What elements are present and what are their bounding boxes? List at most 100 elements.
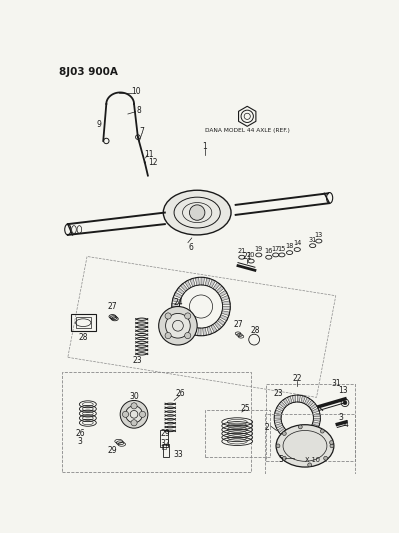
Text: 19: 19	[255, 246, 263, 252]
Polygon shape	[221, 295, 229, 301]
Polygon shape	[301, 395, 305, 403]
Text: 25: 25	[241, 403, 251, 413]
Polygon shape	[304, 397, 310, 405]
Polygon shape	[207, 326, 212, 335]
Polygon shape	[175, 316, 183, 323]
Polygon shape	[211, 325, 217, 333]
Polygon shape	[214, 322, 222, 329]
Circle shape	[185, 313, 191, 319]
Polygon shape	[187, 325, 193, 334]
Text: 3: 3	[78, 437, 83, 446]
Polygon shape	[205, 278, 210, 286]
Polygon shape	[220, 315, 228, 321]
Polygon shape	[280, 430, 287, 436]
Text: 26: 26	[75, 429, 85, 438]
Text: 21: 21	[238, 248, 246, 254]
Polygon shape	[201, 277, 204, 285]
Polygon shape	[283, 398, 289, 406]
Text: 28: 28	[250, 326, 260, 335]
Polygon shape	[306, 431, 312, 438]
Text: X 10: X 10	[305, 457, 320, 463]
Circle shape	[165, 313, 171, 319]
Text: 24: 24	[173, 298, 183, 307]
Polygon shape	[172, 297, 180, 302]
Polygon shape	[217, 319, 225, 326]
Polygon shape	[312, 408, 319, 413]
Text: 13: 13	[315, 232, 323, 238]
Polygon shape	[182, 323, 189, 331]
Polygon shape	[299, 434, 302, 441]
Text: 16: 16	[265, 248, 273, 254]
Polygon shape	[308, 428, 315, 435]
Circle shape	[122, 411, 128, 417]
Text: 5: 5	[278, 455, 283, 464]
Circle shape	[320, 429, 324, 433]
Polygon shape	[222, 301, 230, 305]
Polygon shape	[216, 286, 224, 293]
Bar	[267, 384, 355, 461]
Text: 3: 3	[338, 413, 343, 422]
Polygon shape	[174, 292, 182, 298]
Circle shape	[131, 419, 137, 426]
Circle shape	[139, 411, 146, 417]
Text: 31: 31	[308, 237, 317, 243]
Circle shape	[308, 463, 312, 467]
Text: 27: 27	[233, 320, 243, 329]
Text: 13: 13	[339, 386, 348, 395]
Polygon shape	[275, 410, 282, 415]
Polygon shape	[192, 327, 197, 335]
Circle shape	[330, 441, 334, 445]
Polygon shape	[190, 278, 195, 287]
Text: 21: 21	[243, 252, 252, 261]
Text: 6: 6	[189, 243, 194, 252]
Text: 8: 8	[136, 107, 141, 116]
Bar	[265, 414, 355, 482]
Polygon shape	[297, 395, 300, 402]
Text: 28: 28	[79, 333, 88, 342]
Polygon shape	[279, 401, 286, 408]
Polygon shape	[292, 395, 296, 402]
Polygon shape	[277, 426, 284, 433]
Polygon shape	[219, 290, 227, 297]
Circle shape	[298, 425, 302, 429]
Polygon shape	[222, 306, 230, 310]
Text: 29: 29	[160, 429, 170, 438]
Text: 17: 17	[272, 246, 280, 252]
Circle shape	[165, 333, 171, 338]
Polygon shape	[221, 311, 230, 316]
Circle shape	[190, 205, 205, 220]
Polygon shape	[198, 328, 201, 336]
Ellipse shape	[276, 425, 334, 467]
Text: 15: 15	[278, 246, 286, 252]
Polygon shape	[289, 433, 294, 441]
Text: 18: 18	[285, 244, 294, 249]
Polygon shape	[274, 415, 281, 418]
Text: 11: 11	[145, 150, 154, 159]
Bar	[75, 317, 91, 328]
Polygon shape	[311, 425, 318, 431]
Text: 12: 12	[148, 158, 158, 167]
Text: 32: 32	[160, 439, 170, 448]
Circle shape	[324, 456, 328, 460]
Text: 14: 14	[293, 240, 302, 246]
Text: 8J03 900A: 8J03 900A	[59, 67, 117, 77]
Text: DANA MODEL 44 AXLE (REF.): DANA MODEL 44 AXLE (REF.)	[205, 128, 290, 133]
Polygon shape	[312, 422, 320, 426]
Text: 1: 1	[203, 142, 207, 151]
Text: 7: 7	[139, 127, 144, 136]
Text: 2: 2	[265, 423, 270, 432]
Polygon shape	[307, 400, 314, 407]
Circle shape	[330, 444, 334, 448]
Bar	[162, 445, 169, 457]
Circle shape	[166, 313, 190, 338]
Circle shape	[126, 406, 142, 423]
Circle shape	[282, 456, 286, 460]
Circle shape	[343, 401, 347, 405]
Polygon shape	[287, 396, 292, 403]
Bar	[205, 410, 271, 457]
Polygon shape	[209, 279, 215, 288]
Circle shape	[282, 432, 286, 435]
Polygon shape	[313, 418, 320, 421]
Polygon shape	[275, 423, 283, 428]
Polygon shape	[277, 406, 284, 411]
